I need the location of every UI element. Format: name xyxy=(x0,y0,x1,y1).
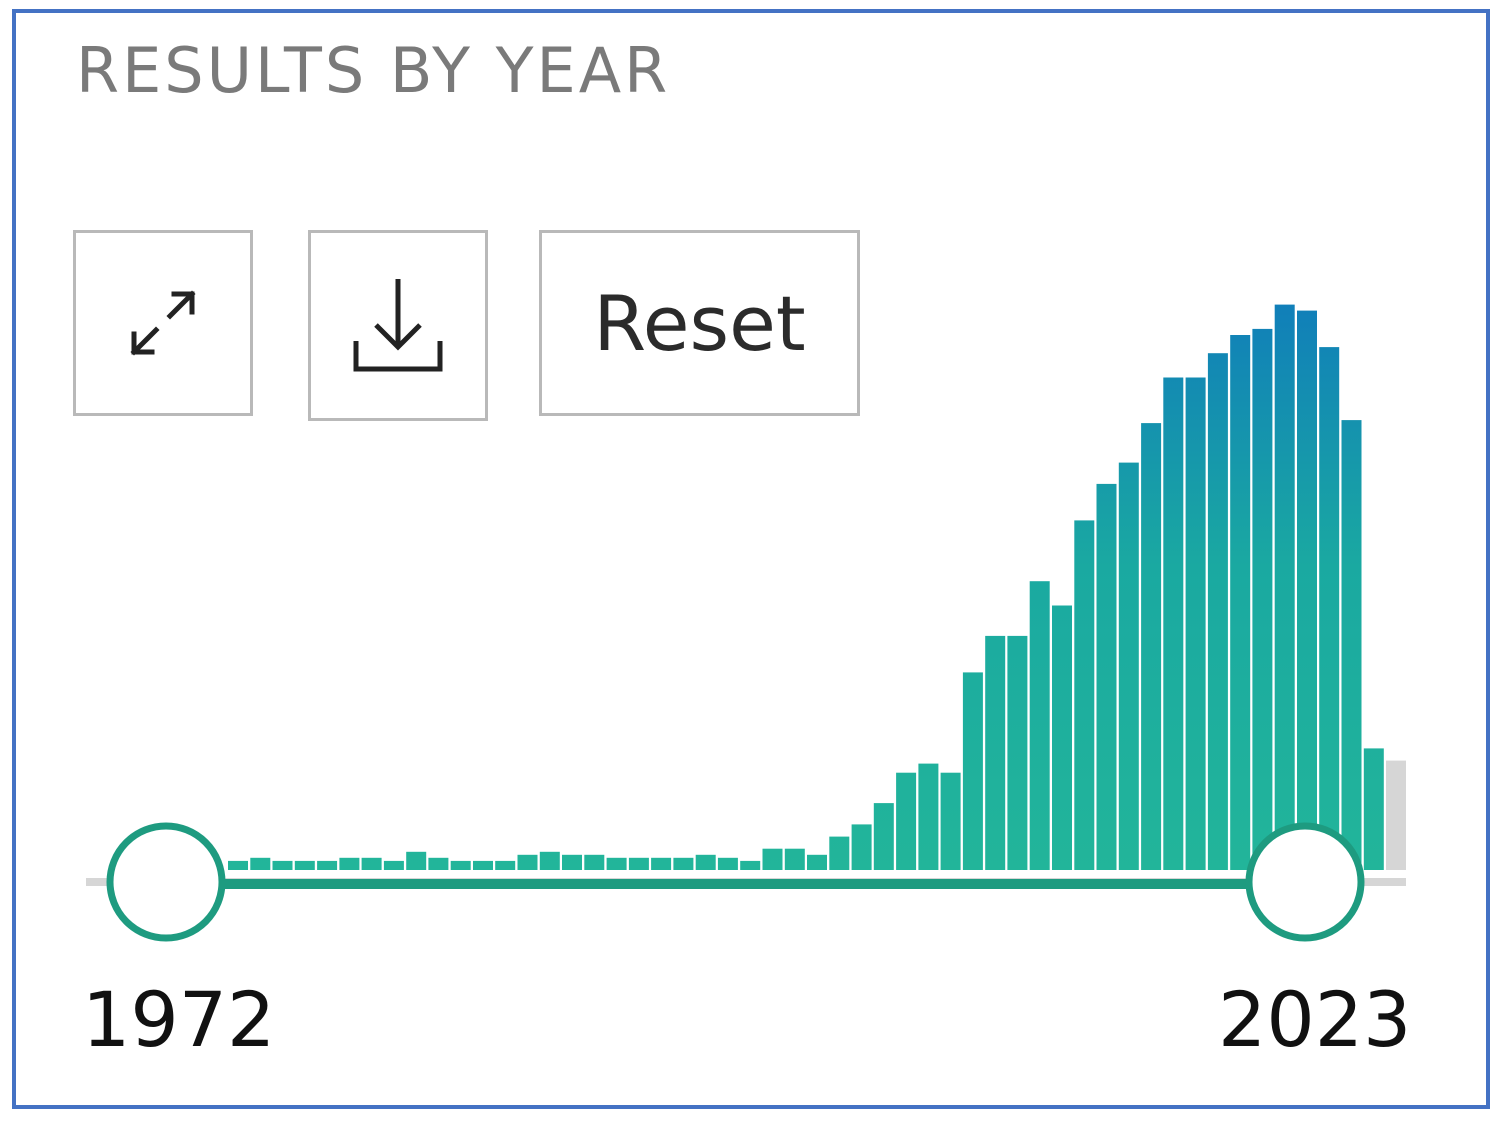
bar-1987[interactable] xyxy=(562,854,582,870)
bar-1995[interactable] xyxy=(740,860,761,870)
bar-2016[interactable] xyxy=(1207,353,1228,870)
bar-2009[interactable] xyxy=(1052,605,1072,871)
bar-2008[interactable] xyxy=(1029,581,1050,870)
download-icon xyxy=(353,278,443,371)
bar-1974[interactable] xyxy=(272,860,293,870)
bar-2013[interactable] xyxy=(1141,423,1162,870)
bar-2005[interactable] xyxy=(962,672,983,870)
bar-1990[interactable] xyxy=(628,857,649,870)
bar-1984[interactable] xyxy=(495,860,516,870)
reset-button[interactable]: Reset xyxy=(539,230,860,416)
bar-1997[interactable] xyxy=(784,848,805,870)
bar-2001[interactable] xyxy=(873,803,894,870)
bar-1980[interactable] xyxy=(406,851,427,870)
download-button[interactable] xyxy=(308,230,488,421)
bar-1979[interactable] xyxy=(383,860,404,870)
bar-2003[interactable] xyxy=(918,763,939,870)
bar-1981[interactable] xyxy=(428,857,449,870)
expand-button[interactable] xyxy=(73,230,253,416)
range-handle-min[interactable] xyxy=(106,822,226,942)
bar-2011[interactable] xyxy=(1096,483,1117,870)
bar-1994[interactable] xyxy=(717,857,738,870)
bar-2023[interactable] xyxy=(1363,748,1384,870)
range-handle-max[interactable] xyxy=(1245,822,1365,942)
bar-2021[interactable] xyxy=(1319,347,1340,871)
bar-2000[interactable] xyxy=(851,824,872,870)
bar-1982[interactable] xyxy=(450,860,471,870)
bar-1986[interactable] xyxy=(539,851,560,870)
range-max-label: 2023 xyxy=(1218,975,1412,1064)
bar-2018[interactable] xyxy=(1252,328,1273,870)
bar-1972[interactable] xyxy=(228,860,248,870)
bar-1973[interactable] xyxy=(250,857,271,870)
bar-2017[interactable] xyxy=(1230,335,1251,870)
bar-2012[interactable] xyxy=(1118,462,1139,870)
range-min-label: 1972 xyxy=(82,975,276,1064)
bar-2007[interactable] xyxy=(1007,635,1028,870)
bar-1985[interactable] xyxy=(517,854,538,870)
bar-2014[interactable] xyxy=(1163,377,1184,871)
bar-2010[interactable] xyxy=(1074,520,1095,870)
bar-2006[interactable] xyxy=(985,635,1006,870)
bar-1975[interactable] xyxy=(294,860,315,870)
bar-1983[interactable] xyxy=(473,860,493,870)
expand-arrows-icon xyxy=(130,290,196,356)
bar-2019[interactable] xyxy=(1274,304,1295,871)
histogram-bars xyxy=(228,304,1406,871)
bar-2022[interactable] xyxy=(1341,420,1362,870)
bar-1976[interactable] xyxy=(317,860,338,870)
bar-1993[interactable] xyxy=(695,854,716,870)
bar-1978[interactable] xyxy=(361,857,382,870)
panel-title: RESULTS BY YEAR xyxy=(76,34,671,107)
bar-1977[interactable] xyxy=(339,857,360,870)
bar-2004[interactable] xyxy=(940,772,961,870)
bar-2024[interactable] xyxy=(1386,760,1406,870)
bar-2020[interactable] xyxy=(1297,310,1317,871)
bar-1999[interactable] xyxy=(829,836,850,870)
bar-1996[interactable] xyxy=(762,848,783,870)
bar-1988[interactable] xyxy=(584,854,605,870)
bar-1989[interactable] xyxy=(606,857,627,870)
bar-2002[interactable] xyxy=(896,772,917,870)
bar-2015[interactable] xyxy=(1185,377,1206,871)
bar-1991[interactable] xyxy=(651,857,672,870)
bar-1992[interactable] xyxy=(673,857,694,870)
bar-1998[interactable] xyxy=(807,854,827,870)
